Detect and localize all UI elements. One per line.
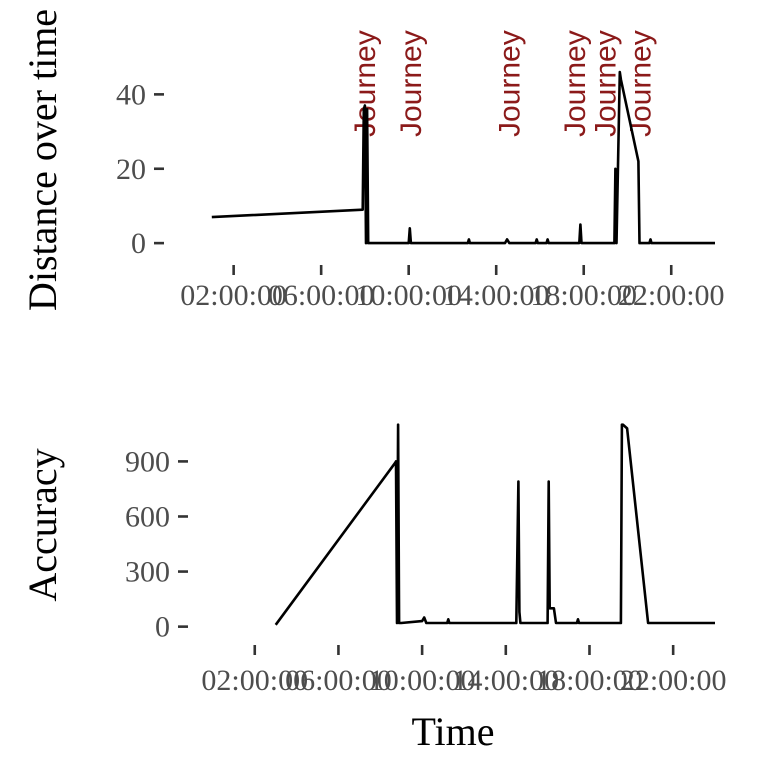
x-tick-label: 22:00:00	[620, 664, 727, 697]
x-tick-label: 22:00:00	[618, 279, 725, 312]
distance-panel: Distance over time Journey Journey Journey…	[20, 9, 725, 312]
y-tick-label: 600	[125, 500, 170, 533]
x-tick-label: 14:00:00	[443, 279, 550, 312]
distance-y-axis: 0 20 40	[116, 78, 164, 260]
journey-annotation: Journey	[493, 30, 526, 137]
x-tick-label: 14:00:00	[452, 664, 559, 697]
accuracy-x-axis-title: Time	[411, 709, 494, 754]
x-tick-label: 18:00:00	[536, 664, 643, 697]
journey-annotation: Journey	[590, 30, 623, 137]
distance-y-axis-title: Distance over time	[20, 9, 65, 311]
x-tick-label: 02:00:00	[201, 664, 308, 697]
x-tick-label: 02:00:00	[180, 279, 287, 312]
accuracy-series-line	[274, 423, 715, 626]
x-tick-label: 06:00:00	[268, 279, 375, 312]
journey-annotation: Journey	[559, 30, 592, 137]
distance-x-axis: 02:00:0006:00:0010:00:0014:00:0018:00:00…	[180, 265, 725, 312]
y-tick-label: 300	[125, 556, 170, 589]
x-tick-label: 18:00:00	[530, 279, 637, 312]
accuracy-panel: Accuracy 0 300 600 900 02:00:0006:00:0010:0…	[20, 423, 726, 754]
accuracy-y-axis-title: Accuracy	[20, 448, 65, 601]
distance-series-line	[211, 70, 715, 245]
journey-annotation: Journey	[395, 30, 428, 137]
accuracy-x-axis: 02:00:0006:00:0010:00:0014:00:0018:00:00…	[201, 645, 726, 697]
y-tick-label: 40	[116, 78, 146, 111]
y-tick-label: 20	[116, 153, 146, 186]
y-tick-label: 900	[125, 445, 170, 478]
x-tick-label: 10:00:00	[355, 279, 462, 312]
y-tick-label: 0	[155, 611, 170, 644]
x-tick-label: 06:00:00	[285, 664, 392, 697]
x-tick-label: 10:00:00	[369, 664, 476, 697]
accuracy-y-axis: 0 300 600 900	[125, 445, 188, 644]
y-tick-label: 0	[131, 227, 146, 260]
